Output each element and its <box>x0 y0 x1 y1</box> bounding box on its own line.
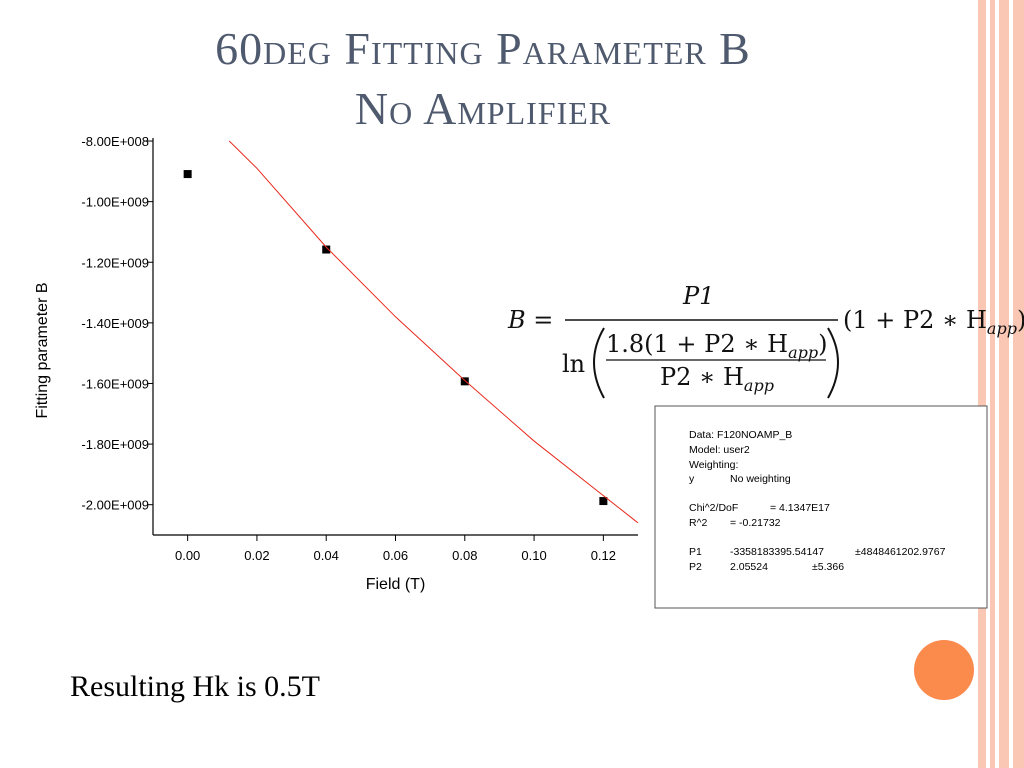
x-axis-label: Field (T) <box>366 576 426 593</box>
data-point <box>322 245 331 254</box>
formula-numerator: P1 <box>682 282 714 310</box>
chart: -8.00E+008 -1.00E+009 -1.20E+009 -1.40E+009… <box>34 134 639 593</box>
decor-circle <box>914 640 974 700</box>
text: 1.8(1 + P2 ∗ H <box>606 330 788 358</box>
title: 60deg Fitting Parameter B <box>215 23 751 74</box>
fit-report-text: ±5.366 <box>812 561 844 573</box>
text: P2 ∗ H <box>660 363 744 391</box>
subscript: app <box>788 343 818 362</box>
formula: B = P1 ln 1.8(1 + P2 ∗ Happ) P2 ∗ Happ (… <box>507 282 1024 399</box>
fit-report-text: Chi^2/DoF <box>689 502 738 514</box>
y-tick-label: -1.40E+009 <box>81 316 149 331</box>
fit-report-text: y <box>689 473 695 485</box>
paren <box>827 327 839 399</box>
x-tick-label: 0.06 <box>383 548 408 563</box>
fit-report-text: P1 <box>689 546 702 558</box>
subscript: app <box>744 376 774 395</box>
text: ) <box>818 330 827 358</box>
formula-factor: (1 + P2 ∗ Happ) <box>843 306 1024 338</box>
x-tick-label: 0.12 <box>591 548 616 563</box>
caption: Resulting Hk is 0.5T <box>70 670 320 703</box>
x-tick-label: 0.10 <box>521 548 546 563</box>
stripe <box>999 0 1009 768</box>
fit-report-text: 2.05524 <box>730 561 768 573</box>
fit-report-text: P2 <box>689 561 702 573</box>
fit-report-text: R^2 <box>689 517 708 529</box>
fit-report-text: Weighting: <box>689 459 738 471</box>
data-point <box>183 170 192 179</box>
stripe <box>990 0 995 768</box>
formula-inner-denominator: P2 ∗ Happ <box>660 363 774 395</box>
fit-report-text: ±4848461202.9767 <box>855 546 946 558</box>
fit-report-text: Data: F120NOAMP_B <box>689 429 792 441</box>
fit-report-text: = -0.21732 <box>730 517 781 529</box>
text: ) <box>1017 306 1024 334</box>
fit-report-text: No weighting <box>730 473 791 485</box>
stripe <box>978 0 986 768</box>
formula-log: ln <box>562 350 585 378</box>
fit-report-text: = 4.1347E17 <box>770 502 830 514</box>
subscript: app <box>987 319 1017 338</box>
x-tick-label: 0.02 <box>244 548 269 563</box>
x-tick-label: 0.04 <box>314 548 339 563</box>
data-point <box>599 497 608 506</box>
y-tick-label: -1.60E+009 <box>81 376 149 391</box>
formula-inner-numerator: 1.8(1 + P2 ∗ Happ) <box>606 330 828 362</box>
fit-report-text: -3358183395.54147 <box>730 546 824 558</box>
x-tick-label: 0.08 <box>452 548 477 563</box>
y-tick-label: -2.00E+009 <box>81 498 149 513</box>
y-tick-label: -8.00E+008 <box>81 134 149 149</box>
y-tick-label: -1.20E+009 <box>81 255 149 270</box>
stripe <box>1013 0 1024 768</box>
fit-report-text: Model: user2 <box>689 444 750 456</box>
text: (1 + P2 ∗ H <box>843 306 987 334</box>
data-point <box>460 377 469 386</box>
y-tick-label: -1.80E+009 <box>81 437 149 452</box>
formula-lhs: B = <box>507 306 553 334</box>
paren <box>593 327 605 399</box>
title: No Amplifier <box>355 83 611 134</box>
fit-line <box>228 140 639 524</box>
x-tick-label: 0.00 <box>175 548 200 563</box>
fit-report-box <box>654 405 988 609</box>
y-tick-label: -1.00E+009 <box>81 195 149 210</box>
fit-report: Data: F120NOAMP_B Model: user2 Weighting: y… <box>689 429 946 573</box>
y-axis-label: Fitting parameter B <box>34 282 51 418</box>
